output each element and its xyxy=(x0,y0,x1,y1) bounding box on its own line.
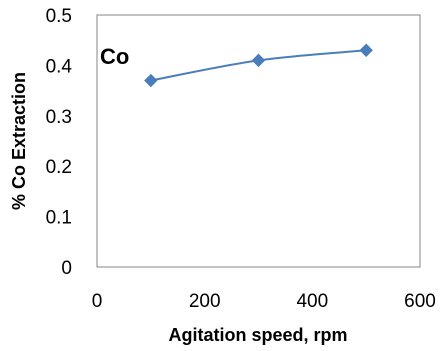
y-tick-label: 0 xyxy=(61,258,72,279)
data-point xyxy=(359,43,373,57)
data-point xyxy=(251,53,266,68)
chart-annotation: Co xyxy=(100,44,129,69)
x-tick-label: 400 xyxy=(296,291,328,312)
y-axis-title: % Co Extraction xyxy=(9,72,29,210)
x-tick-label: 200 xyxy=(189,291,221,312)
plot-area xyxy=(96,14,421,268)
y-tick-label: 0.5 xyxy=(46,6,72,27)
y-tick-label: 0.4 xyxy=(46,56,73,77)
x-tick-label: 600 xyxy=(404,291,436,312)
y-tick-label: 0.3 xyxy=(46,107,72,128)
x-axis-title: Agitation speed, rpm xyxy=(168,325,347,345)
y-tick-label: 0.1 xyxy=(46,208,72,229)
data-point xyxy=(144,73,158,88)
x-tick-label: 0 xyxy=(92,291,103,312)
y-tick-label: 0.2 xyxy=(46,157,72,178)
